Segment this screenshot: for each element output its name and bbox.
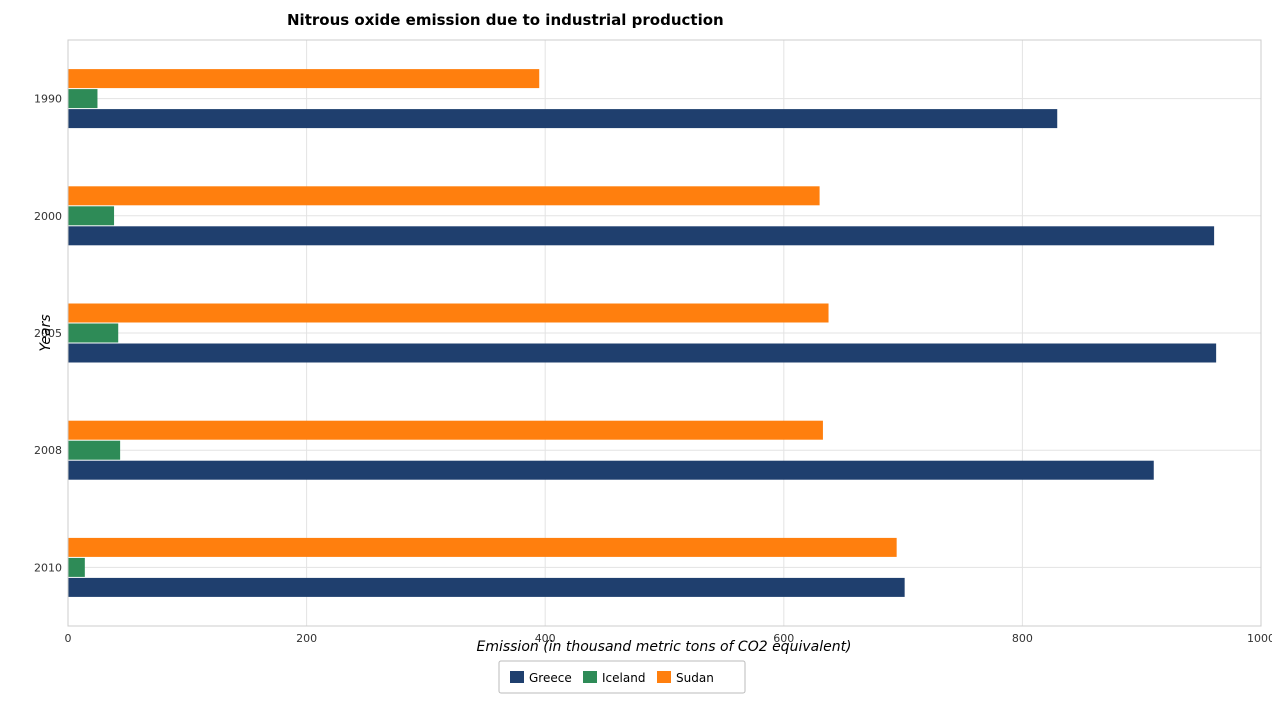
legend-box: [498, 660, 746, 694]
legend-item-iceland: Iceland: [583, 671, 645, 685]
bars: [68, 69, 1217, 597]
bar-sudan-2010: [68, 537, 897, 557]
legend-item-greece: Greece: [510, 671, 572, 685]
bar-iceland-2005: [68, 323, 119, 343]
y-tick-label: 2010: [34, 561, 62, 574]
tick-labels: 0 200 400 600 800 1000 1990 2000 2005 2008 2010: [34, 93, 1272, 645]
gridlines: [67, 40, 1262, 626]
x-tick-label: 600: [773, 632, 794, 645]
legend-label: Iceland: [602, 671, 645, 685]
legend-swatch: [510, 671, 524, 683]
bar-iceland-2010: [68, 557, 85, 577]
bar-greece-2008: [68, 460, 1154, 480]
legend-item-sudan: Sudan: [657, 671, 714, 685]
legend-label: Greece: [529, 671, 572, 685]
chart-title: Nitrous oxide emission due to industrial…: [287, 11, 724, 29]
y-tick-label: 2005: [34, 327, 62, 340]
bar-greece-1990: [68, 109, 1058, 129]
bar-sudan-2005: [68, 303, 829, 323]
bar-greece-2000: [68, 226, 1215, 246]
bar-sudan-2008: [68, 420, 823, 440]
plot-frame: [67, 39, 1262, 627]
x-tick-label: 800: [1012, 632, 1033, 645]
bar-iceland-2008: [68, 440, 121, 460]
bar-iceland-2000: [68, 206, 115, 226]
bar-greece-2005: [68, 343, 1217, 363]
bar-iceland-1990: [68, 89, 98, 109]
bar-sudan-2000: [68, 186, 820, 206]
y-tick-label: 2000: [34, 210, 62, 223]
legend-swatch: [583, 671, 597, 683]
y-axis-label: Years: [38, 314, 54, 351]
x-tick-label: 1000: [1247, 632, 1272, 645]
y-tick-label: 1990: [34, 93, 62, 106]
x-axis-label: Emission (in thousand metric tons of CO2…: [476, 639, 851, 655]
x-tick-label: 400: [535, 632, 556, 645]
x-tick-label: 0: [65, 632, 72, 645]
legend-label: Sudan: [676, 671, 714, 685]
y-tick-label: 2008: [34, 444, 62, 457]
legend: Greece Iceland Sudan: [498, 660, 746, 694]
legend-swatch: [657, 671, 671, 683]
x-tick-label: 200: [296, 632, 317, 645]
bar-greece-2010: [68, 577, 905, 597]
bar-sudan-1990: [68, 69, 540, 89]
